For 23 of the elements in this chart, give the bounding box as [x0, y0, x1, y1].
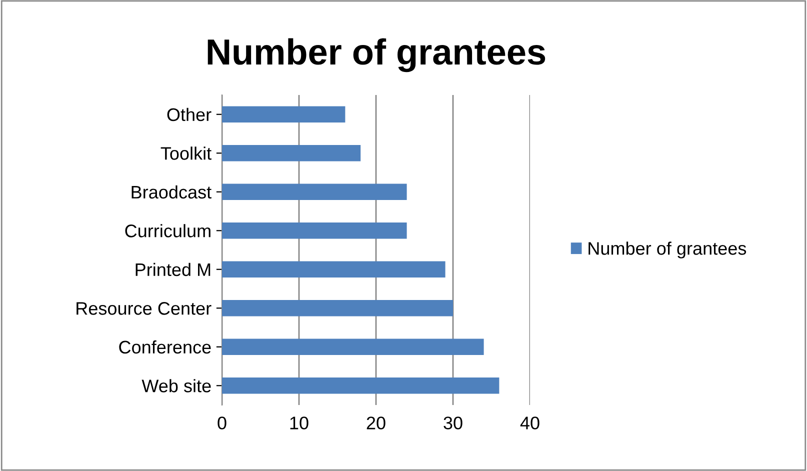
x-tick-label: 10 — [290, 416, 308, 430]
y-tick-label: Toolkit — [160, 146, 212, 160]
x-tick-label: 40 — [520, 416, 540, 430]
bar — [222, 338, 484, 356]
legend-label: Number of grantees — [588, 242, 746, 258]
x-tick-label: 0 — [218, 416, 226, 430]
y-tick-label: Resource Center — [76, 302, 212, 315]
y-tick-label: Other — [167, 108, 212, 122]
y-tick-label: Curriculum — [125, 224, 210, 238]
y-tick-label: Web site — [142, 379, 211, 392]
bar — [222, 261, 446, 278]
bar — [222, 184, 407, 200]
x-tick-label: 30 — [444, 416, 462, 430]
y-tick-label: Conference — [119, 340, 211, 354]
chart-title: Number of grantees — [208, 38, 546, 72]
y-tick-label: Braodcast — [132, 185, 212, 199]
x-tick-label: 20 — [366, 416, 386, 430]
bar — [222, 377, 500, 394]
bar — [222, 300, 453, 316]
y-tick-label: Printed M — [136, 262, 210, 276]
bar — [222, 144, 361, 162]
bar — [222, 106, 346, 123]
bar — [222, 222, 407, 239]
